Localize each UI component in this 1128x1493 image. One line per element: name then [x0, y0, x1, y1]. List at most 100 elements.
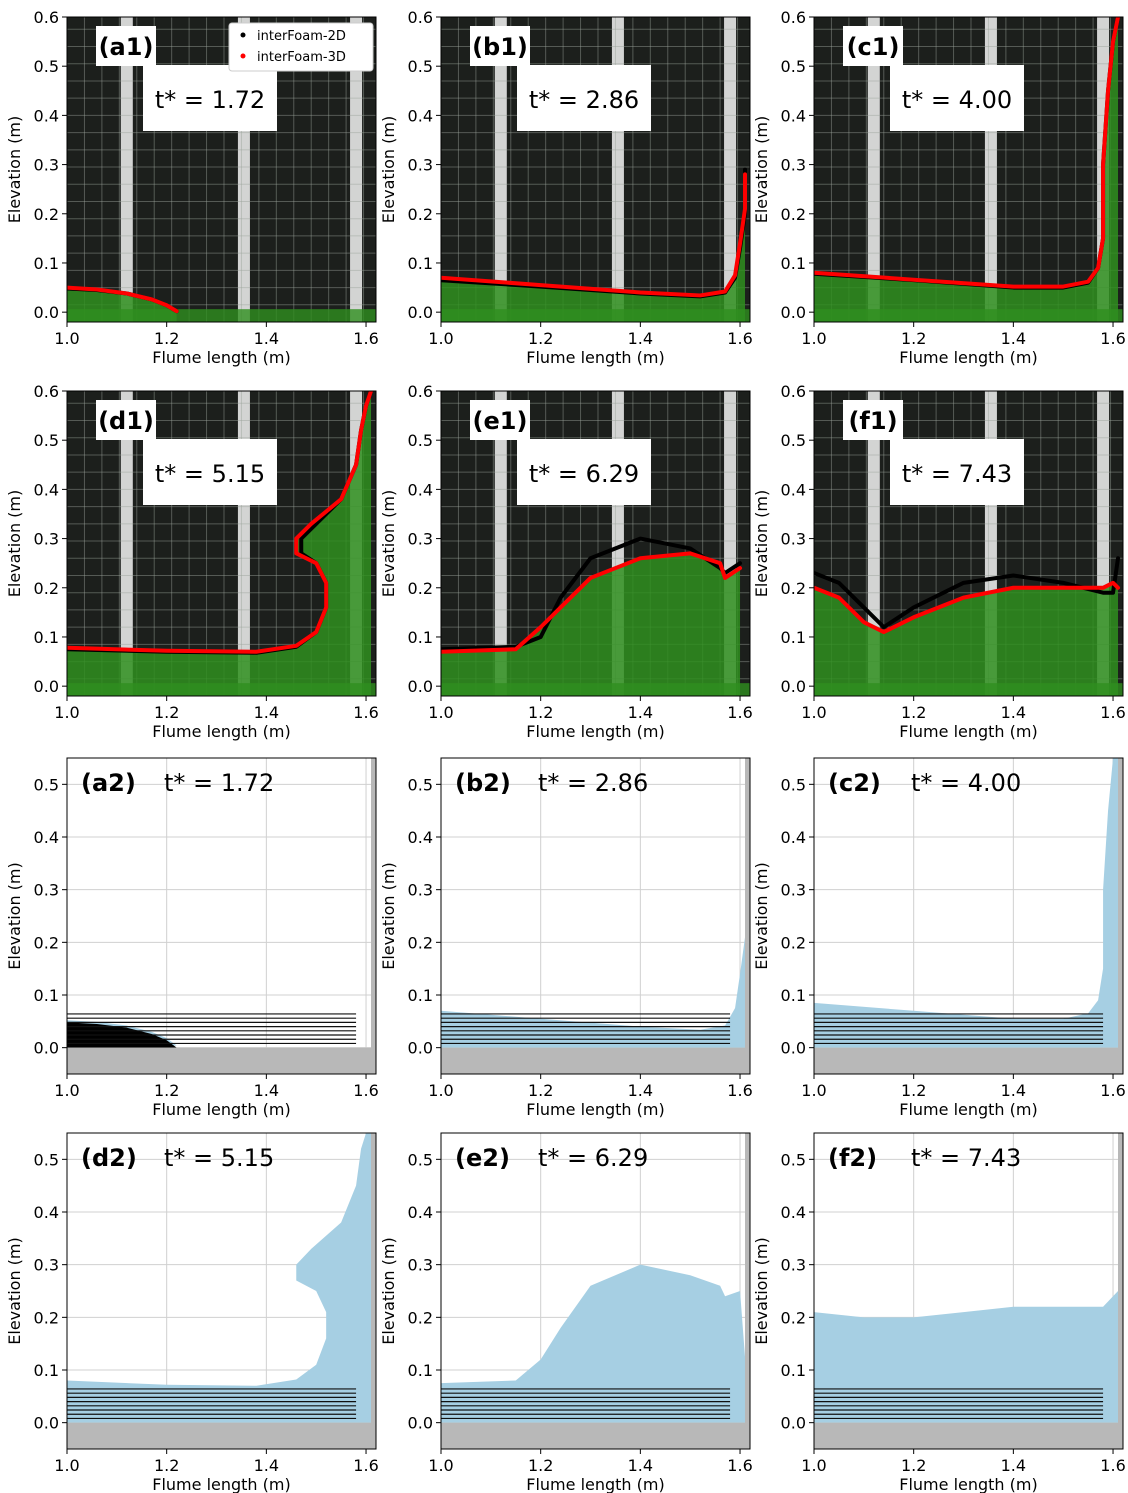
plot-frame — [66, 16, 377, 323]
y-axis-label: Elevation (m) — [5, 1237, 24, 1344]
plot-frame — [66, 1132, 377, 1450]
x-tick-label: 1.2 — [528, 329, 553, 348]
plot-area — [441, 391, 750, 696]
plot-area — [441, 1133, 750, 1449]
panel-b2: 1.0 1.2 1.4 1.6 0.0 0.1 0.2 0.3 0.4 0.5 Flume leng… — [379, 757, 753, 1119]
y-axis-label: Elevation (m) — [379, 1237, 398, 1344]
x-tick-label: 1.6 — [353, 1456, 378, 1475]
plot-area — [67, 758, 376, 1074]
panel-b1: 1.0 1.2 1.4 1.6 0.0 0.1 0.2 0.3 0.4 0.5 0.6 Flume l… — [379, 8, 753, 367]
y-tick-label: 0.2 — [34, 205, 59, 224]
y-tick-label: 0.2 — [408, 579, 433, 598]
y-tick-label: 0.5 — [34, 1150, 59, 1169]
time-label: t* = 7.43 — [911, 1144, 1021, 1172]
y-tick-label: 0.2 — [408, 933, 433, 952]
y-tick-label: 0.2 — [781, 579, 806, 598]
x-tick-label: 1.0 — [801, 329, 826, 348]
y-tick-label: 0.3 — [34, 1256, 59, 1275]
x-tick-label: 1.0 — [54, 329, 79, 348]
y-tick-label: 0.3 — [781, 156, 806, 175]
panel-label: (d1) — [98, 407, 154, 435]
y-axis-label: Elevation (m) — [379, 116, 398, 223]
y-tick-label: 0.1 — [34, 1361, 59, 1380]
x-tick-label: 1.4 — [628, 1456, 653, 1475]
panel-d1: 1.0 1.2 1.4 1.6 0.0 0.1 0.2 0.3 0.4 0.5 0.6 Flume l… — [5, 382, 379, 741]
y-tick-label: 0.1 — [34, 254, 59, 273]
time-label: t* = 1.72 — [164, 769, 274, 797]
y-tick-label: 0.1 — [34, 986, 59, 1005]
wall — [371, 1133, 376, 1449]
panel-label: (e1) — [473, 407, 528, 435]
interface-line-interFoam-2D — [814, 556, 1121, 630]
time-label: t* = 5.15 — [155, 460, 265, 488]
legend-marker — [240, 53, 246, 59]
panel-f2: 1.0 1.2 1.4 1.6 0.0 0.1 0.2 0.3 0.4 0.5 Flume leng… — [752, 1132, 1126, 1493]
y-tick-label: 0.5 — [781, 1150, 806, 1169]
x-tick-label: 1.0 — [428, 1081, 453, 1100]
x-tick-label: 1.0 — [54, 1081, 79, 1100]
time-label-box — [517, 65, 651, 131]
y-tick-label: 0.5 — [408, 1150, 433, 1169]
x-tick-label: 1.6 — [353, 1081, 378, 1100]
x-tick-label: 1.6 — [727, 1456, 752, 1475]
y-tick-label: 0.4 — [781, 1203, 806, 1222]
plot-area — [814, 1133, 1123, 1449]
y-tick-label: 0.6 — [781, 382, 806, 401]
time-label: t* = 2.86 — [538, 769, 648, 797]
x-axis-label: Flume length (m) — [526, 1100, 664, 1119]
x-tick-label: 1.4 — [254, 1081, 279, 1100]
panel-e1: 1.0 1.2 1.4 1.6 0.0 0.1 0.2 0.3 0.4 0.5 0.6 Flume l… — [379, 382, 753, 741]
x-tick-label: 1.2 — [154, 1456, 179, 1475]
y-tick-label: 0.4 — [781, 480, 806, 499]
x-tick-label: 1.4 — [1001, 703, 1026, 722]
y-tick-label: 0.0 — [408, 303, 433, 322]
x-tick-label: 1.4 — [1001, 1456, 1026, 1475]
panel-label: (b1) — [472, 33, 528, 61]
plot-area — [67, 1133, 376, 1449]
y-tick-label: 0.0 — [34, 303, 59, 322]
y-axis-label: Elevation (m) — [752, 1237, 771, 1344]
x-tick-label: 1.0 — [54, 703, 79, 722]
legend: interFoam-2D interFoam-3D — [228, 22, 374, 72]
panel-label-box — [96, 400, 156, 440]
x-tick-label: 1.4 — [254, 703, 279, 722]
y-tick-label: 0.2 — [408, 205, 433, 224]
ground — [441, 1422, 750, 1449]
plot-frame — [440, 757, 751, 1075]
interface-line-interFoam-3D — [814, 17, 1121, 289]
y-axis-label: Elevation (m) — [752, 490, 771, 597]
streamlines — [441, 1013, 731, 1045]
x-tick-label: 1.4 — [1001, 1081, 1026, 1100]
y-tick-label: 0.3 — [408, 881, 433, 900]
flume-bed — [67, 683, 376, 696]
y-tick-label: 0.5 — [34, 431, 59, 450]
legend-box — [228, 22, 374, 72]
panel-label-box — [843, 26, 903, 66]
y-tick-label: 0.1 — [34, 628, 59, 647]
x-tick-label: 1.2 — [528, 1456, 553, 1475]
time-label: t* = 5.15 — [164, 1144, 274, 1172]
y-tick-label: 0.4 — [781, 828, 806, 847]
y-tick-label: 0.1 — [781, 628, 806, 647]
x-tick-label: 1.4 — [1001, 329, 1026, 348]
x-tick-label: 1.2 — [154, 703, 179, 722]
x-axis-label: Flume length (m) — [899, 348, 1037, 367]
plot-area — [814, 758, 1123, 1074]
x-axis-label: Flume length (m) — [152, 348, 290, 367]
y-tick-label: 0.1 — [781, 1361, 806, 1380]
x-tick-label: 1.4 — [254, 1456, 279, 1475]
water-body — [814, 17, 1119, 322]
support-post — [867, 17, 880, 322]
x-tick-label: 1.6 — [1100, 1456, 1125, 1475]
panel-e2: 1.0 1.2 1.4 1.6 0.0 0.1 0.2 0.3 0.4 0.5 Flume leng… — [379, 1132, 753, 1493]
y-tick-label: 0.1 — [781, 254, 806, 273]
y-tick-label: 0.2 — [781, 1308, 806, 1327]
x-tick-label: 1.4 — [628, 1081, 653, 1100]
time-label: t* = 2.86 — [529, 86, 639, 114]
panel-label: (a1) — [99, 33, 154, 61]
y-tick-label: 0.1 — [408, 254, 433, 273]
plot-frame — [813, 390, 1124, 697]
plot-frame — [813, 16, 1124, 323]
y-tick-label: 0.4 — [408, 1203, 433, 1222]
water-region — [814, 1291, 1123, 1423]
